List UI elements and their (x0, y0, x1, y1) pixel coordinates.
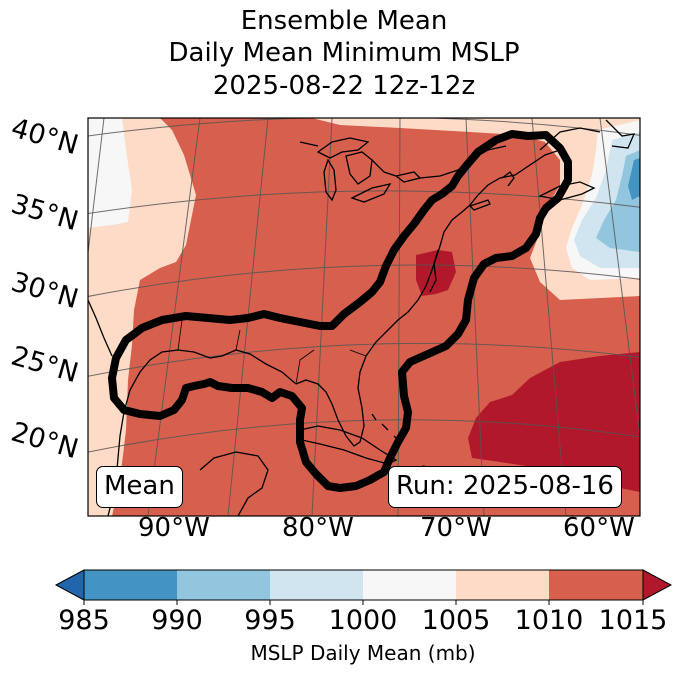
colorbar-over-arrow (642, 569, 673, 601)
lon-label-80w: 80°W (282, 513, 354, 543)
state-borders (177, 319, 367, 385)
title-line-3: 2025-08-22 12z-12z (212, 71, 476, 101)
field-1005-1010-northeast (312, 118, 640, 300)
lake-superior (316, 137, 370, 159)
east-coast (295, 149, 561, 447)
cape-cod (501, 171, 515, 187)
colorbar-label: MSLP Daily Mean (mb) (250, 641, 476, 665)
lon-label-90w: 90°W (138, 513, 210, 543)
lon-line-70 (465, 118, 485, 516)
lat-line-30 (88, 264, 640, 297)
chesapeake-bay (429, 249, 439, 293)
colorbar-bin-995-1000 (270, 570, 363, 600)
lon-line-95 (88, 118, 105, 257)
lon-label-70w: 70°W (420, 513, 492, 543)
colorbar-tick-1000: 1000 (328, 605, 398, 636)
colorbar-bin-990-995 (177, 570, 270, 600)
lake-michigan (323, 158, 337, 202)
title-line-1: Ensemble Mean (240, 6, 448, 36)
run-label-box: Run: 2025-08-16 (388, 466, 622, 508)
field-1000-1005-west (88, 118, 132, 228)
colorbar-tick-1005: 1005 (421, 605, 491, 636)
colorbar-under-arrow (54, 569, 85, 601)
field-985-990 (628, 158, 640, 200)
gulf-coast (107, 349, 297, 516)
colorbar-bin-1005-1010 (456, 570, 549, 600)
newfoundland-area (605, 119, 636, 149)
map-frame (87, 117, 641, 517)
field-above-1015-east (468, 352, 640, 492)
lat-line-35 (88, 190, 640, 215)
lat-line-40 (88, 118, 640, 137)
colorbar-bin-1000-1005 (363, 570, 456, 600)
lon-line-60 (599, 118, 640, 441)
colorbar-tick-995: 995 (244, 605, 296, 636)
long-island (468, 199, 491, 211)
lake-huron (345, 151, 373, 185)
title-line-2: Daily Mean Minimum MSLP (168, 38, 520, 68)
lon-line-80 (311, 118, 333, 516)
lake-erie (350, 183, 392, 203)
lat-line-20 (88, 419, 640, 453)
colorbar-tick-985: 985 (58, 605, 110, 636)
field-990-995 (596, 150, 640, 252)
colorbar-bin-985-990 (84, 570, 177, 600)
lon-line-65 (531, 118, 567, 516)
mexico-west (88, 299, 113, 357)
mean-label-box: Mean (96, 466, 183, 508)
colorbar-tick-1010: 1010 (514, 605, 584, 636)
lon-label-60w: 60°W (563, 513, 635, 543)
mslp-field (88, 118, 640, 516)
contour-1015 (108, 130, 572, 492)
colorbar (54, 569, 673, 605)
colorbar-tick-1015: 1015 (598, 605, 668, 636)
yucatan (199, 451, 269, 516)
colorbar-bin-1010-1015 (549, 570, 643, 600)
colorbar-tick-990: 990 (151, 605, 203, 636)
